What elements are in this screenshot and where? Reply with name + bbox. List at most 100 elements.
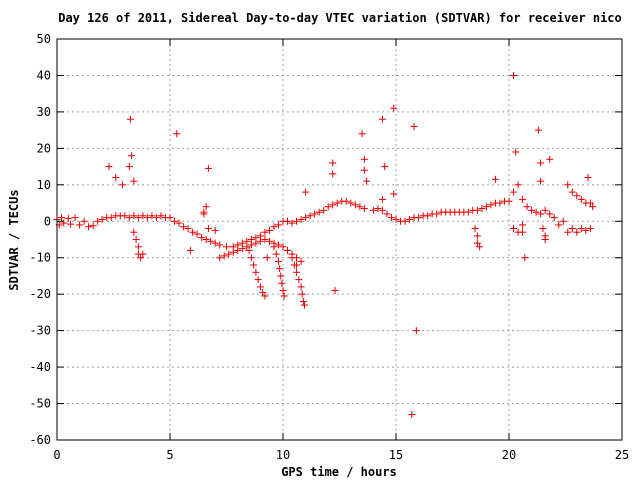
data-point [274, 257, 282, 265]
data-point [137, 254, 145, 262]
data-point [270, 223, 278, 231]
data-point [351, 201, 359, 209]
data-point [89, 222, 97, 230]
data-point [254, 276, 262, 284]
data-point [119, 181, 127, 189]
data-point [198, 234, 206, 242]
data-point [58, 214, 66, 222]
data-point [139, 250, 147, 258]
data-marks [53, 71, 597, 418]
data-point [315, 208, 323, 216]
data-point [577, 195, 585, 203]
data-point [265, 237, 273, 245]
chart-title: Day 126 of 2011, Sidereal Day-to-day VTE… [58, 11, 622, 25]
data-point [521, 254, 529, 262]
data-point [107, 214, 115, 222]
data-point [211, 226, 219, 234]
data-point [586, 199, 594, 207]
data-point [128, 152, 136, 160]
data-point [134, 214, 142, 222]
data-point [577, 225, 585, 233]
data-point [125, 214, 133, 222]
data-point [360, 205, 368, 213]
data-point [193, 230, 201, 238]
data-point [126, 115, 134, 123]
data-point [60, 219, 68, 227]
data-point [406, 215, 414, 223]
data-point [189, 228, 197, 236]
y-tick-label: -40 [29, 360, 51, 374]
y-tick-label: 40 [37, 68, 51, 82]
data-point [510, 71, 518, 79]
y-tick-label: 20 [37, 141, 51, 155]
data-point [71, 214, 79, 222]
data-point [274, 241, 282, 249]
data-point [274, 221, 282, 229]
data-point [324, 203, 332, 211]
data-point [125, 163, 133, 171]
data-point [510, 188, 518, 196]
data-point [311, 210, 319, 218]
y-tick-label: -10 [29, 251, 51, 265]
data-point [259, 288, 267, 296]
data-point [256, 283, 264, 291]
data-point [157, 212, 165, 220]
data-point [306, 212, 314, 220]
x-tick-label: 15 [389, 448, 403, 462]
data-point [293, 261, 301, 269]
data-point [295, 276, 303, 284]
data-point [360, 155, 368, 163]
data-point [528, 206, 536, 214]
data-point [378, 195, 386, 203]
data-point [537, 177, 545, 185]
data-point [263, 254, 271, 262]
x-tick-label: 0 [53, 448, 60, 462]
data-point [247, 254, 255, 262]
data-point [496, 199, 504, 207]
data-point [573, 192, 581, 200]
data-point [433, 210, 441, 218]
data-point [247, 241, 255, 249]
data-point [534, 126, 542, 134]
data-point [284, 246, 292, 254]
data-point [132, 236, 140, 243]
data-point [471, 225, 479, 233]
data-point [589, 203, 597, 211]
data-point [329, 159, 337, 167]
data-point [277, 272, 285, 280]
x-tick-label: 20 [502, 448, 516, 462]
data-point [401, 217, 409, 225]
data-point [550, 214, 558, 222]
data-point [369, 206, 377, 214]
data-point [130, 228, 138, 236]
data-point [514, 181, 522, 189]
data-point [279, 287, 287, 295]
data-point [564, 228, 572, 236]
axis-ticks: 0 5 10 15 20 25 -60 -50 -40 -30 -20 -10 0 10 20 30 40 50 [29, 32, 629, 462]
data-point [378, 206, 386, 214]
data-point [473, 232, 481, 240]
data-point [505, 197, 513, 205]
data-point [573, 228, 581, 236]
data-point [105, 163, 113, 171]
data-point [408, 410, 416, 418]
data-point [121, 212, 129, 220]
data-point [476, 243, 484, 251]
data-point [261, 228, 269, 236]
data-point [64, 214, 72, 222]
data-point [390, 190, 398, 198]
plot-frame [56, 38, 623, 441]
data-point [223, 243, 230, 251]
data-point [487, 201, 495, 209]
data-point [320, 206, 328, 214]
data-point [98, 215, 106, 223]
data-point [202, 236, 210, 243]
y-tick-label: -50 [29, 397, 51, 411]
data-point [424, 212, 432, 220]
data-point [200, 208, 208, 216]
data-point [173, 130, 181, 138]
y-tick-label: -20 [29, 287, 51, 301]
data-point [204, 225, 212, 233]
data-point [482, 203, 490, 211]
data-point [519, 221, 527, 229]
